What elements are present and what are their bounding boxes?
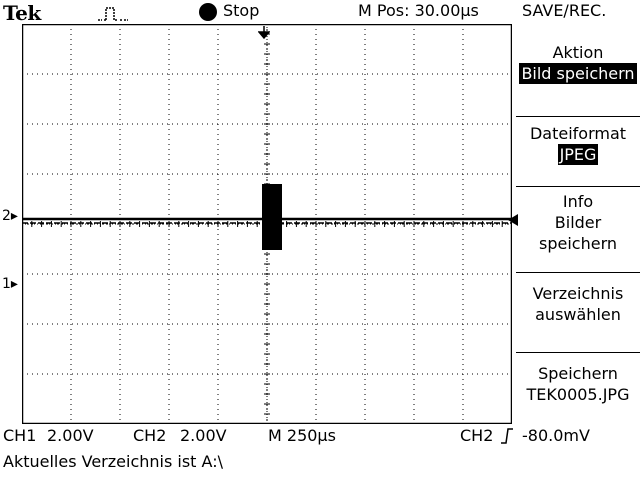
softkey-menu: Aktion Bild speichern Dateiformat JPEG I… (516, 24, 640, 424)
waveform-display (22, 24, 512, 424)
run-stop-status: Stop (223, 1, 260, 20)
stop-circle-icon (199, 3, 217, 21)
trigger-position-arrow-icon (258, 26, 270, 40)
ch1-level-marker: 1▸ (2, 276, 18, 292)
ch1-label: CH1 (3, 426, 37, 445)
pulse-trigger-icon (98, 7, 128, 21)
channel-status-bar: CH1 2.00V CH2 2.00V M 250µs CH2 -80.0mV (0, 426, 640, 448)
top-status-bar: Tek Stop M Pos: 30.00µs SAVE/REC. (0, 0, 640, 25)
menu-dateiformat[interactable]: Dateiformat JPEG (516, 116, 640, 183)
ch2-marker-label: 2 (2, 208, 11, 224)
ch1-scale: 2.00V (47, 426, 94, 445)
ch2-scale: 2.00V (180, 426, 227, 445)
menu-dateiformat-label: Dateiformat (529, 124, 627, 143)
menu-aktion-value: Bild speichern (519, 63, 637, 84)
trigger-level: -80.0mV (522, 426, 590, 445)
menu-title: SAVE/REC. (522, 1, 607, 20)
trigger-source: CH2 (460, 426, 494, 445)
brand-logo: Tek (3, 1, 41, 25)
ch2-label: CH2 (133, 426, 167, 445)
menu-aktion-label: Aktion (552, 43, 604, 62)
menu-verzeichnis-auswaehlen[interactable]: Verzeichnis auswählen (516, 272, 640, 353)
current-directory-message: Aktuelles Verzeichnis ist A:\ (3, 452, 223, 471)
menu-speichern[interactable]: Speichern TEK0005.JPG (516, 352, 640, 435)
timebase-readout: M 250µs (268, 426, 336, 445)
rising-edge-icon (501, 428, 513, 444)
menu-dateiformat-value: JPEG (557, 144, 599, 165)
menu-info-bilder-speichern[interactable]: Info Bilder speichern (516, 186, 640, 271)
trigger-level-arrow-icon (508, 214, 518, 226)
ch1-marker-label: 1 (2, 276, 11, 292)
ch2-burst (262, 184, 282, 250)
menu-aktion[interactable]: Aktion Bild speichern (516, 42, 640, 106)
horizontal-position-readout: M Pos: 30.00µs (358, 1, 479, 20)
ch2-level-marker: 2▸ (2, 208, 18, 224)
